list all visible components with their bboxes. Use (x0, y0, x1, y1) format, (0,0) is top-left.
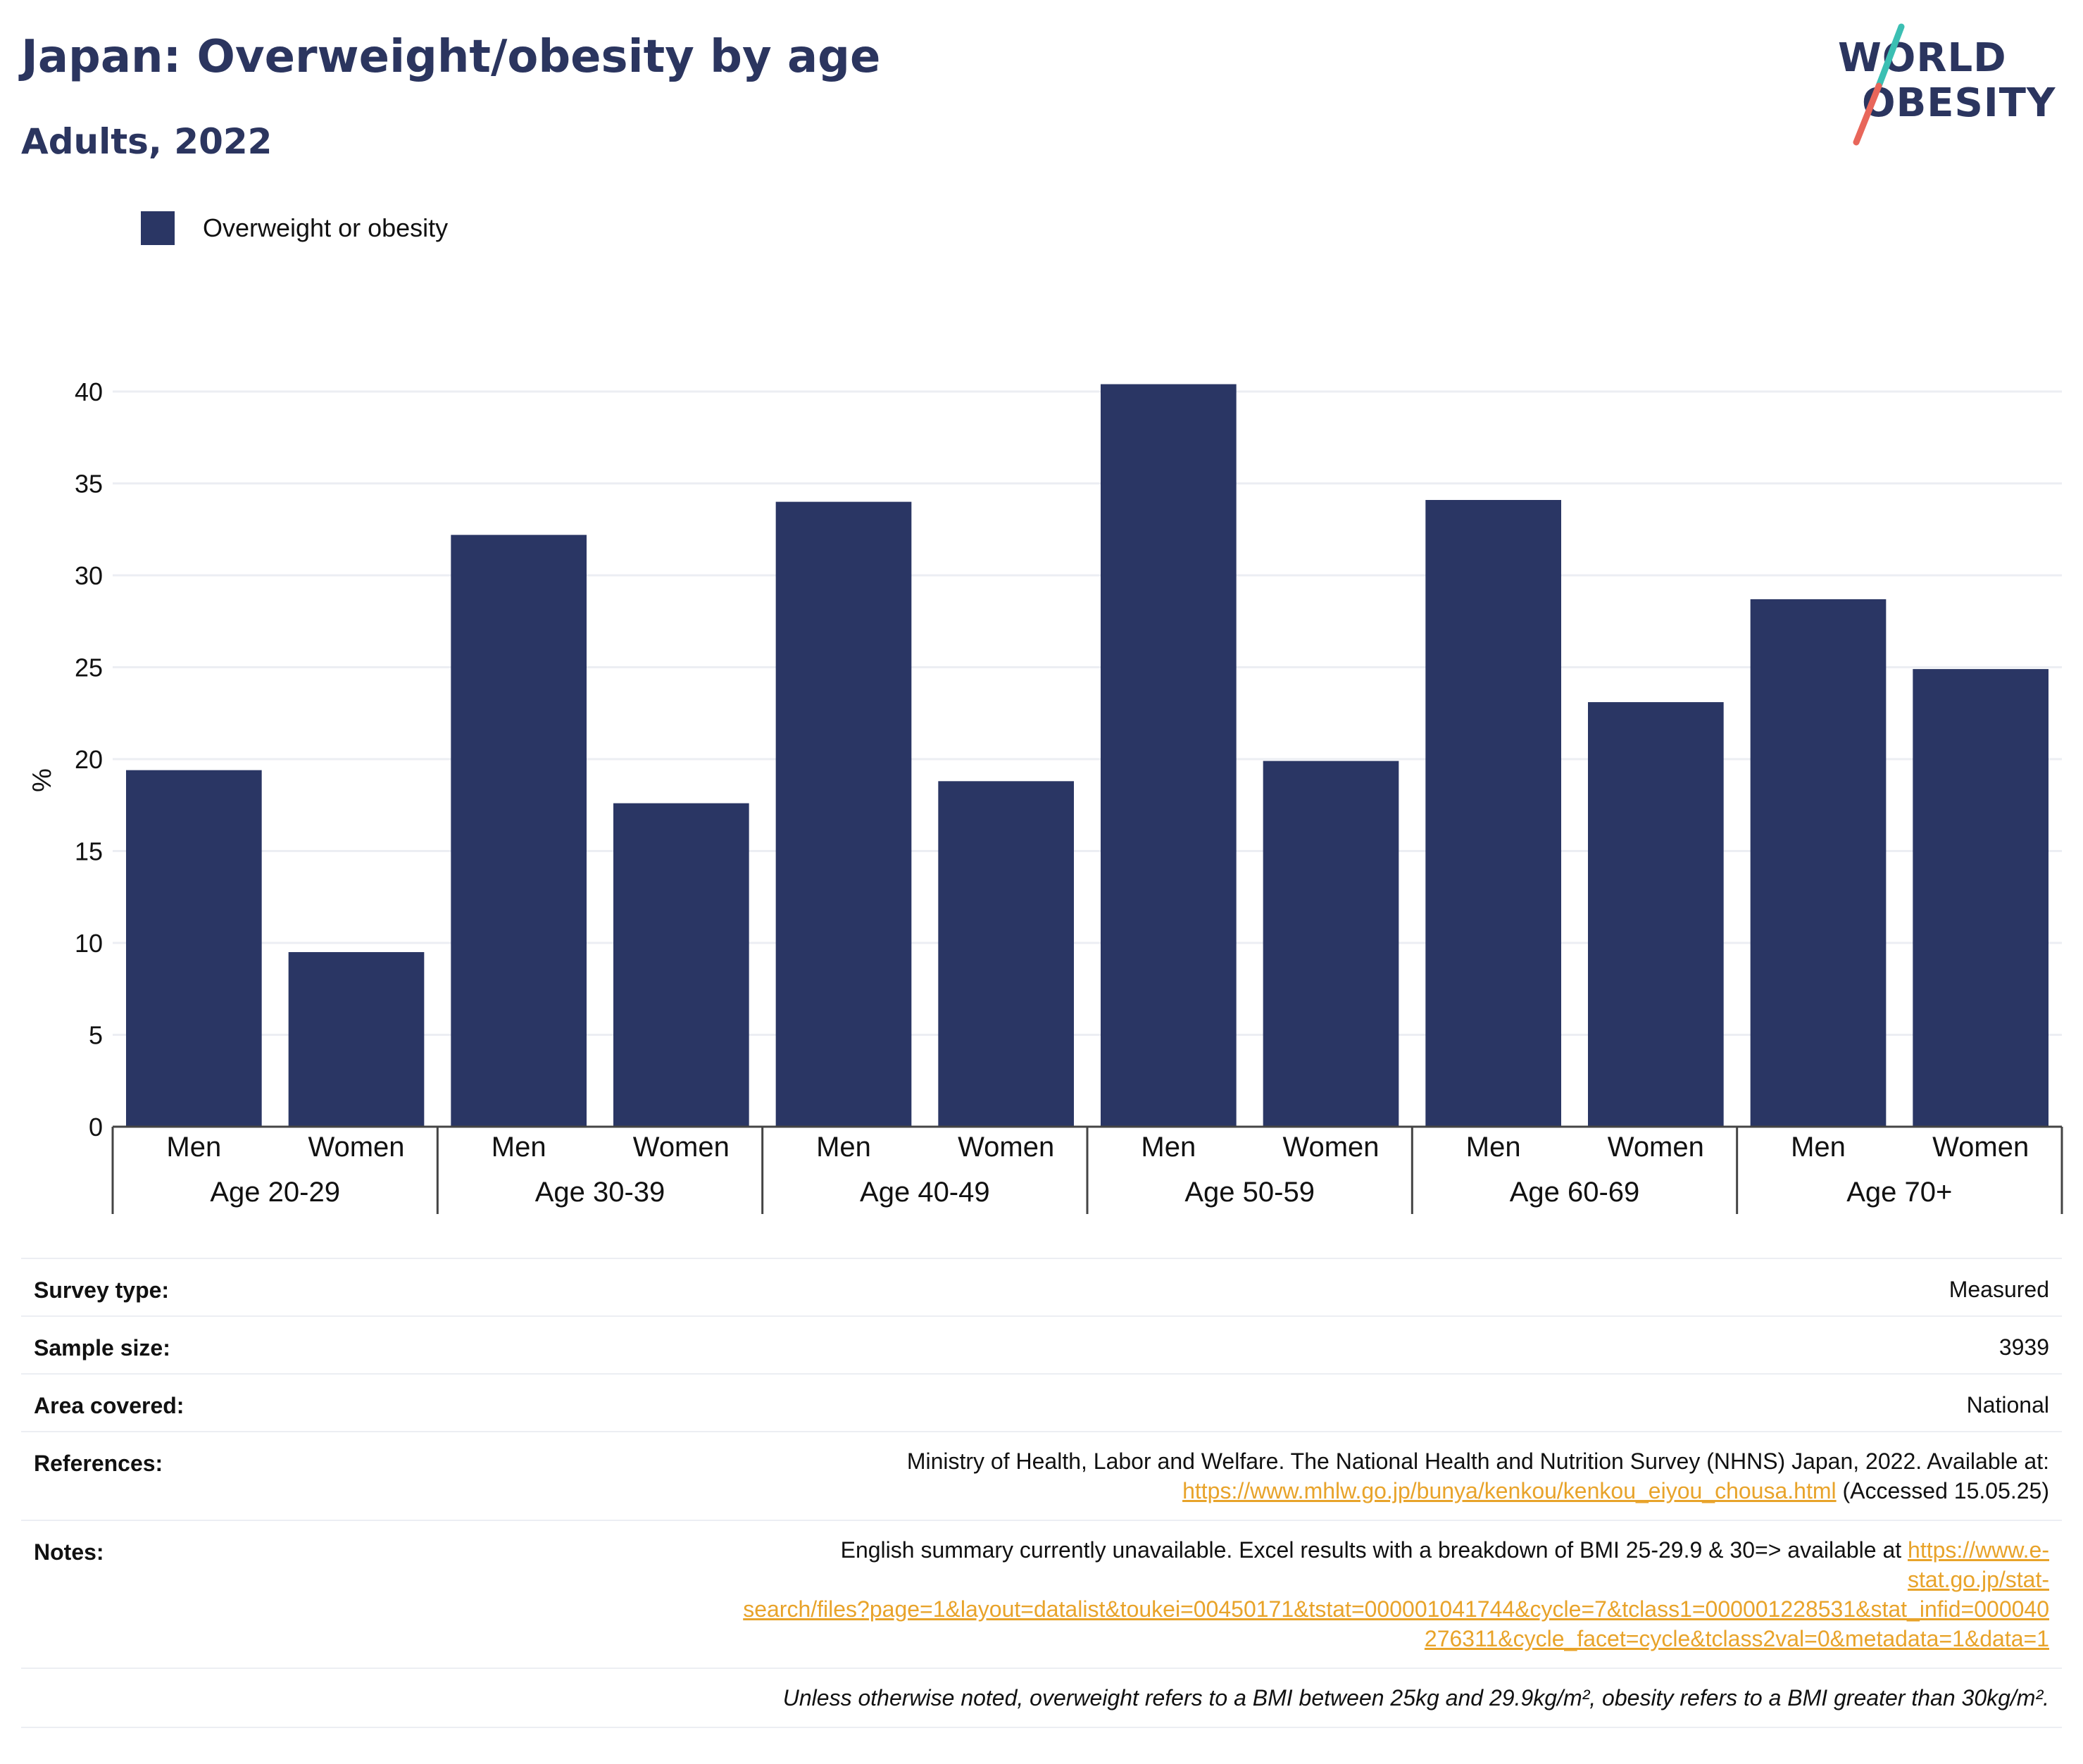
y-tick-label: 10 (75, 929, 103, 958)
survey-details: Survey type: Measured Sample size: 3939 … (21, 1258, 2062, 1751)
area-covered-value: National (1966, 1392, 2049, 1418)
x-group-label: Age 60-69 (1510, 1177, 1640, 1208)
notes-label: Notes: (34, 1539, 104, 1565)
survey-type-row: Survey type: Measured (21, 1258, 2062, 1317)
sample-size-row: Sample size: 3939 (21, 1315, 2062, 1375)
area-covered-label: Area covered: (34, 1393, 184, 1418)
references-link[interactable]: https://www.mhlw.go.jp/bunya/kenkou/kenk… (1182, 1478, 1837, 1503)
x-group-label: Age 30-39 (535, 1177, 665, 1208)
bar (288, 952, 425, 1127)
logo-slash-icon (1853, 23, 1905, 146)
y-tick-label: 15 (75, 837, 103, 866)
footnote: Unless otherwise noted, overweight refer… (782, 1685, 2049, 1710)
bar (1588, 702, 1724, 1127)
bar (1425, 499, 1561, 1127)
y-tick-label: 35 (75, 470, 103, 499)
x-group-label: Age 20-29 (210, 1177, 340, 1208)
legend-swatch (141, 211, 175, 245)
sample-size-value: 3939 (1998, 1334, 2049, 1360)
x-group-label: Age 40-49 (860, 1177, 990, 1208)
x-tick-label: Men (166, 1132, 221, 1163)
x-tick-label: Men (1466, 1132, 1521, 1163)
survey-type-label: Survey type: (34, 1277, 170, 1303)
footnote-row: Unless otherwise noted, overweight refer… (21, 1668, 2062, 1728)
notes-value: English summary currently unavailable. E… (743, 1535, 2049, 1653)
y-tick-label: 40 (75, 377, 103, 406)
chart-subtitle: Adults, 2022 (21, 121, 273, 162)
bar (126, 770, 262, 1127)
bar (1913, 669, 2048, 1127)
notes-link-part-2[interactable]: stat.go.jp/stat- (1908, 1567, 2049, 1592)
bar (1263, 761, 1399, 1127)
notes-row: Notes: English summary currently unavail… (21, 1520, 2062, 1669)
y-tick-label: 30 (75, 561, 103, 590)
references-row: References: Ministry of Health, Labor an… (21, 1431, 2062, 1521)
x-tick-label: Women (958, 1132, 1054, 1163)
bar (1101, 384, 1237, 1127)
logo-line-1: WORLD (1838, 35, 2007, 81)
bar (938, 781, 1074, 1127)
x-tick-label: Women (1608, 1132, 1704, 1163)
x-tick-label: Women (308, 1132, 404, 1163)
notes-link-part-4[interactable]: 276311&cycle_facet=cycle&tclass2val=0&me… (1424, 1626, 2049, 1651)
x-tick-label: Men (1791, 1132, 1846, 1163)
bar-chart: 0 5 10 15 20 25 30 35 40% Men Women Age 20-29 Men Wom… (27, 377, 2063, 1214)
references-label: References: (34, 1451, 163, 1476)
chart-title: Japan: Overweight/obesity by age (21, 31, 881, 83)
references-accessed: (Accessed 15.05.25) (1836, 1478, 2050, 1503)
bar (613, 803, 749, 1127)
y-axis-label: % (27, 768, 57, 792)
y-tick-label: 0 (89, 1113, 103, 1141)
x-tick-label: Men (816, 1132, 871, 1163)
bar (775, 501, 912, 1127)
x-tick-label: Men (492, 1132, 546, 1163)
sample-size-label: Sample size: (34, 1335, 170, 1360)
notes-link-part-3[interactable]: search/files?page=1&layout=datalist&touk… (743, 1596, 2049, 1622)
references-value: Ministry of Health, Labor and Welfare. T… (907, 1446, 2049, 1506)
notes-text: English summary currently unavailable. E… (840, 1537, 1908, 1563)
world-obesity-logo: WORLD OBESITY (1831, 21, 2063, 148)
area-covered-row: Area covered: National (21, 1373, 2062, 1432)
y-tick-label: 20 (75, 745, 103, 774)
bar (1750, 599, 1887, 1127)
x-tick-label: Women (633, 1132, 730, 1163)
x-group-label: Age 70+ (1846, 1177, 1952, 1208)
bar (451, 534, 587, 1127)
y-tick-label: 5 (89, 1021, 103, 1050)
legend-label: Overweight or obesity (203, 213, 449, 242)
notes-link-part-1[interactable]: https://www.e- (1908, 1537, 2049, 1563)
x-tick-label: Women (1932, 1132, 2029, 1163)
legend: Overweight or obesity (141, 211, 448, 245)
x-tick-label: Women (1282, 1132, 1379, 1163)
references-text: Ministry of Health, Labor and Welfare. T… (906, 1449, 2049, 1474)
logo-line-2: OBESITY (1862, 80, 2056, 126)
x-group-label: Age 50-59 (1184, 1177, 1315, 1208)
survey-type-value: Measured (1948, 1277, 2049, 1302)
y-tick-label: 25 (75, 653, 103, 682)
x-tick-label: Men (1141, 1132, 1196, 1163)
